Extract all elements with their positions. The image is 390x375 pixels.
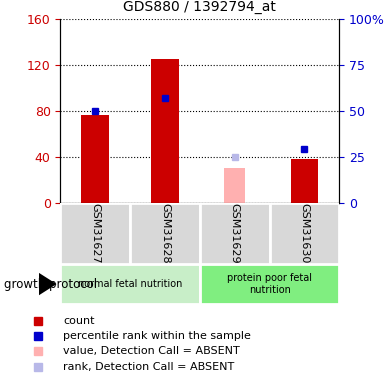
Bar	[200, 202, 269, 264]
Text: GSM31629: GSM31629	[230, 203, 240, 264]
Text: protein poor fetal
nutrition: protein poor fetal nutrition	[227, 273, 312, 295]
Text: count: count	[64, 316, 95, 326]
Bar	[200, 264, 339, 304]
Text: GSM31627: GSM31627	[90, 203, 100, 264]
Text: GSM31628: GSM31628	[160, 203, 170, 264]
Bar	[224, 168, 245, 202]
Text: GSM31630: GSM31630	[300, 203, 309, 264]
Polygon shape	[39, 273, 57, 295]
Text: normal fetal nutrition: normal fetal nutrition	[78, 279, 183, 289]
Text: value, Detection Call = ABSENT: value, Detection Call = ABSENT	[64, 346, 240, 356]
Bar	[60, 202, 130, 264]
Text: rank, Detection Call = ABSENT: rank, Detection Call = ABSENT	[64, 362, 235, 372]
Title: GDS880 / 1392794_at: GDS880 / 1392794_at	[124, 0, 276, 13]
Bar	[82, 115, 109, 202]
Text: percentile rank within the sample: percentile rank within the sample	[64, 331, 252, 340]
Bar	[130, 202, 200, 264]
Text: growth protocol: growth protocol	[4, 278, 97, 291]
Bar	[291, 159, 318, 203]
Bar	[269, 202, 339, 264]
Bar	[60, 264, 200, 304]
Bar	[151, 59, 179, 202]
